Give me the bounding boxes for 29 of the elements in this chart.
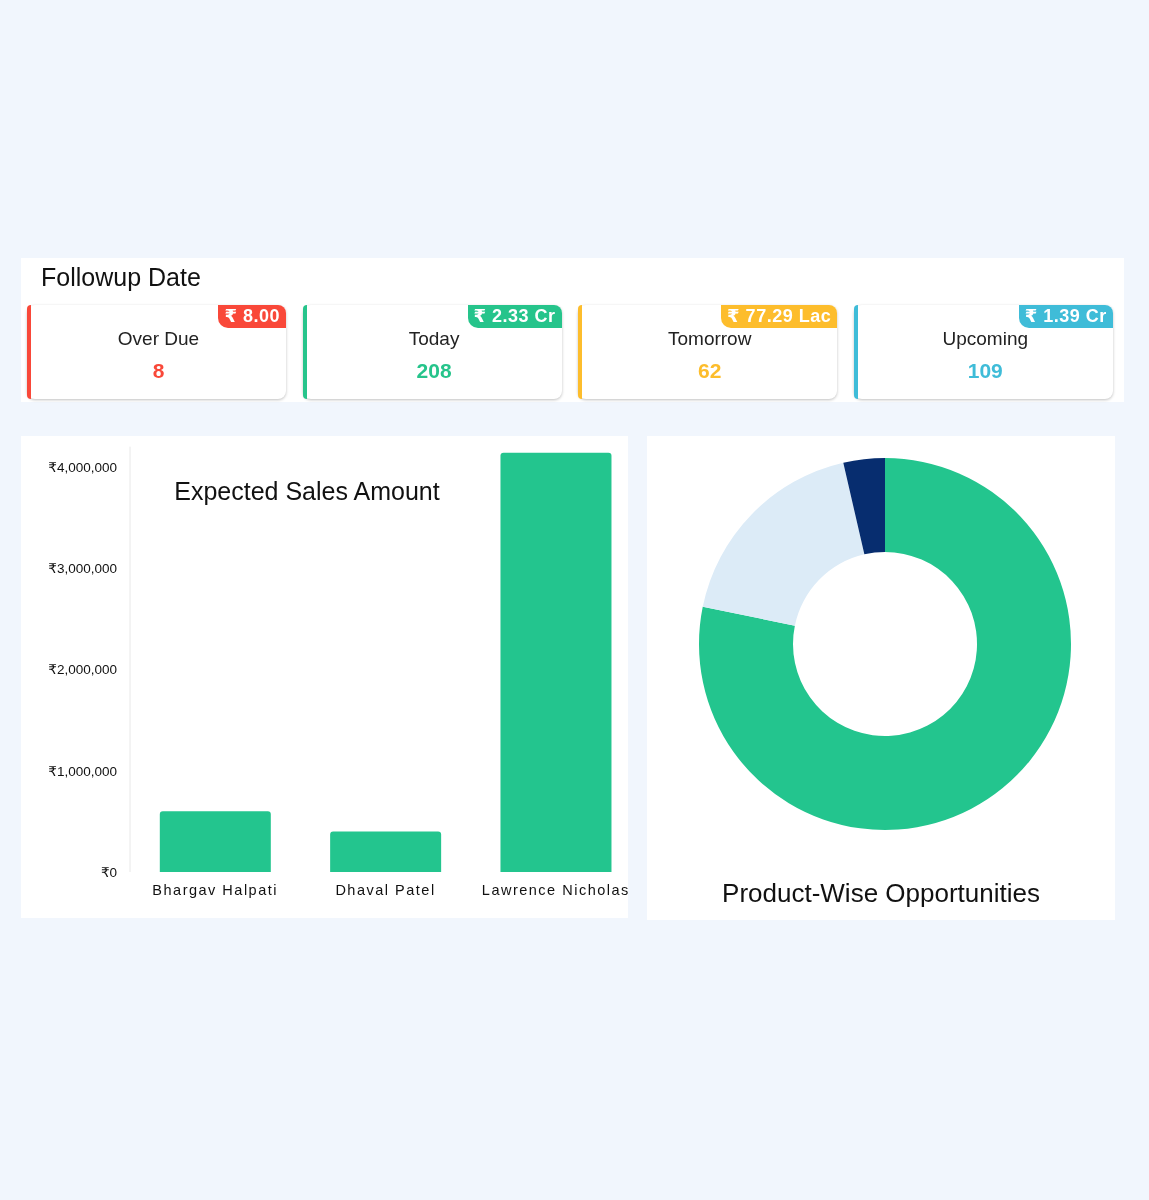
y-tick-label: ₹2,000,000	[48, 662, 117, 678]
category-label: Upcoming	[941, 328, 1030, 350]
category-label: Over Due	[116, 328, 201, 350]
data-label: 109	[966, 359, 1004, 383]
text: Product-Wise Opportunities	[721, 878, 1041, 909]
data-label: 8	[151, 359, 166, 383]
data-label: 208	[415, 359, 453, 383]
donut-slice	[699, 458, 1071, 830]
text: Expected Sales Amount	[173, 477, 441, 506]
text: ₹ 8.00	[218, 305, 286, 328]
bar	[500, 452, 612, 872]
x-tick-label: Dhaval Patel	[335, 882, 436, 899]
data-label: 62	[697, 359, 723, 383]
y-tick-label: ₹4,000,000	[48, 459, 117, 475]
y-tick-label: ₹1,000,000	[48, 763, 117, 779]
y-tick-label: ₹3,000,000	[48, 560, 117, 576]
text: ₹ 77.29 Lac	[721, 305, 838, 328]
y-tick-label: ₹0	[100, 864, 117, 880]
category-label: Tomorrow	[667, 328, 753, 350]
donut-slice	[843, 458, 885, 555]
donut-slice	[702, 462, 865, 626]
x-tick-label: Lawrence Nicholas	[481, 882, 630, 899]
text: ₹ 1.39 Cr	[1018, 305, 1113, 328]
bar	[159, 811, 271, 872]
text: ₹ 2.33 Cr	[467, 305, 562, 328]
bar	[330, 831, 442, 872]
x-tick-label: Bhargav Halpati	[152, 882, 278, 899]
text: Followup Date	[41, 263, 201, 292]
category-label: Today	[407, 328, 461, 350]
